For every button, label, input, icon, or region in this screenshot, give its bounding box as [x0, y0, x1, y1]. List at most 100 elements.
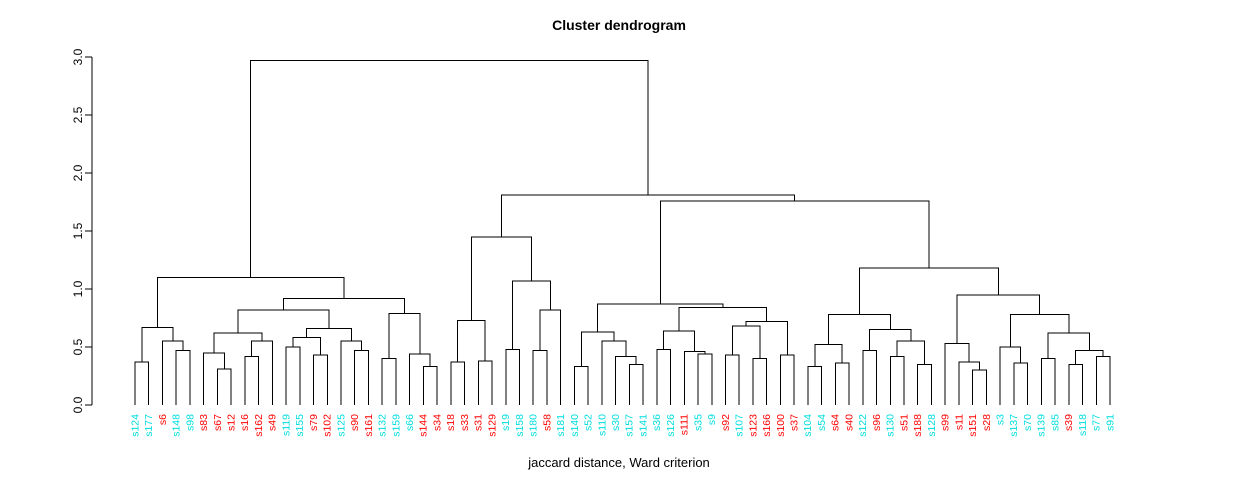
leaf-label: s31 [473, 414, 485, 431]
leaf-label: s54 [816, 414, 828, 431]
leaf-label: s9 [706, 414, 718, 425]
leaf-label: s30 [610, 414, 622, 431]
leaf-label: s39 [1063, 414, 1075, 431]
dendrogram-link [1075, 349, 1104, 365]
leaf-label: s52 [583, 414, 595, 431]
leaf-label: s12 [225, 414, 237, 431]
leaf-label: s49 [267, 414, 279, 431]
y-tick-label: 2.0 [71, 164, 85, 181]
leaf-label: s158 [514, 414, 526, 437]
dendrogram-link [203, 352, 225, 405]
leaf-label: s129 [486, 414, 498, 437]
leaf-label: s181 [555, 414, 567, 437]
dendrogram-link [862, 349, 878, 405]
leaf-label: s124 [129, 414, 141, 437]
leaf-label: s144 [418, 414, 430, 437]
dendrogram-link [972, 369, 987, 405]
leaf-label: s151 [967, 414, 979, 437]
leaf-label: s11 [953, 414, 965, 430]
dendrogram-link [779, 354, 795, 405]
leaf-label: s119 [280, 414, 292, 436]
dendrogram-link [615, 355, 637, 405]
dendrogram-link [999, 346, 1022, 405]
dendrogram-link [532, 349, 548, 405]
dendrogram-link [505, 348, 521, 405]
leaf-label: s77 [1091, 414, 1103, 431]
dendrogram-link [752, 358, 768, 405]
dendrogram-link [1009, 314, 1070, 347]
y-tick-label: 2.5 [71, 106, 85, 123]
dendrogram-link [597, 303, 724, 332]
leaf-label: s99 [940, 414, 952, 431]
dendrogram-link [858, 267, 999, 315]
leaf-label: s64 [830, 414, 842, 431]
dendrogram-link [573, 366, 589, 405]
dendrogram-link [237, 309, 330, 334]
leaf-label: s34 [431, 414, 443, 431]
dendrogram-link [601, 340, 627, 405]
dendrogram-link [141, 326, 174, 363]
leaf-label: s122 [857, 414, 869, 437]
leaf-label: s157 [624, 414, 636, 437]
dendrogram-link [659, 200, 930, 305]
leaf-label: s40 [843, 414, 855, 431]
leaf-label: s110 [596, 414, 608, 436]
dendrogram-link [731, 325, 761, 359]
dendrogram-link [409, 353, 431, 405]
dendrogram-link [834, 362, 850, 405]
dendrogram-link [306, 327, 352, 342]
leaf-label: s155 [294, 414, 306, 437]
dendrogram-link [313, 354, 328, 405]
leaf-label: s18 [445, 414, 457, 431]
dendrogram-link [388, 312, 421, 359]
y-axis [85, 56, 93, 406]
dendrogram-link [450, 361, 466, 405]
dendrogram-link [282, 297, 405, 314]
leaf-label: s6 [157, 414, 169, 425]
leaf-label: s66 [404, 414, 416, 431]
leaf-label: s85 [1049, 414, 1061, 431]
leaf-label: s180 [528, 414, 540, 437]
leaf-label: s35 [692, 414, 704, 431]
y-tick-label: 0.0 [71, 396, 85, 413]
dendrogram-link [724, 354, 740, 405]
chart-title: Cluster dendrogram [552, 17, 686, 33]
dendrogram-link [628, 363, 644, 405]
leaf-label: s3 [995, 414, 1007, 425]
leaf-label: s141 [637, 414, 649, 437]
leaf-label: s162 [253, 414, 265, 437]
y-tick-labels: 0.0 0.5 1.0 1.5 2.0 2.5 3.0 [71, 48, 85, 413]
leaf-label: s51 [898, 414, 910, 431]
dendrogram-link [896, 340, 926, 365]
dendrogram-link [354, 349, 369, 405]
dendrogram-links [134, 59, 1111, 405]
dendrogram-link [697, 353, 713, 405]
dendrogram-link [512, 280, 551, 350]
dendrogram-link [244, 355, 260, 405]
leaf-label: s36 [651, 414, 663, 431]
dendrogram-link [889, 355, 905, 405]
leaf-label: s111 [679, 414, 691, 435]
y-tick-label: 0.5 [71, 338, 85, 355]
dendrogram-link [381, 358, 397, 405]
leaf-label: s67 [212, 414, 224, 431]
dendrogram-link [250, 59, 649, 278]
leaf-label: s148 [171, 414, 183, 437]
leaf-label: s161 [363, 414, 375, 437]
leaf-label: s166 [761, 414, 773, 437]
leaf-labels: s124 s177 s6 s148 s98 s83 s67 s12 s16 s162 s49 s119… [129, 414, 1116, 437]
leaf-label: s130 [885, 414, 897, 437]
leaf-label: s140 [569, 414, 581, 437]
leaf-label: s96 [871, 414, 883, 431]
dendrogram-link [292, 337, 321, 356]
dendrogram-link [683, 351, 706, 405]
dendrogram-link [580, 331, 615, 367]
dendrogram-link [1068, 363, 1084, 405]
dendrogram-link [477, 360, 493, 405]
dendrogram-link [956, 294, 1041, 344]
dendrogram-link [470, 236, 533, 321]
y-tick-label: 1.0 [71, 280, 85, 297]
chart-xlabel: jaccard distance, Ward criterion [528, 455, 710, 470]
leaf-label: s79 [308, 414, 320, 431]
